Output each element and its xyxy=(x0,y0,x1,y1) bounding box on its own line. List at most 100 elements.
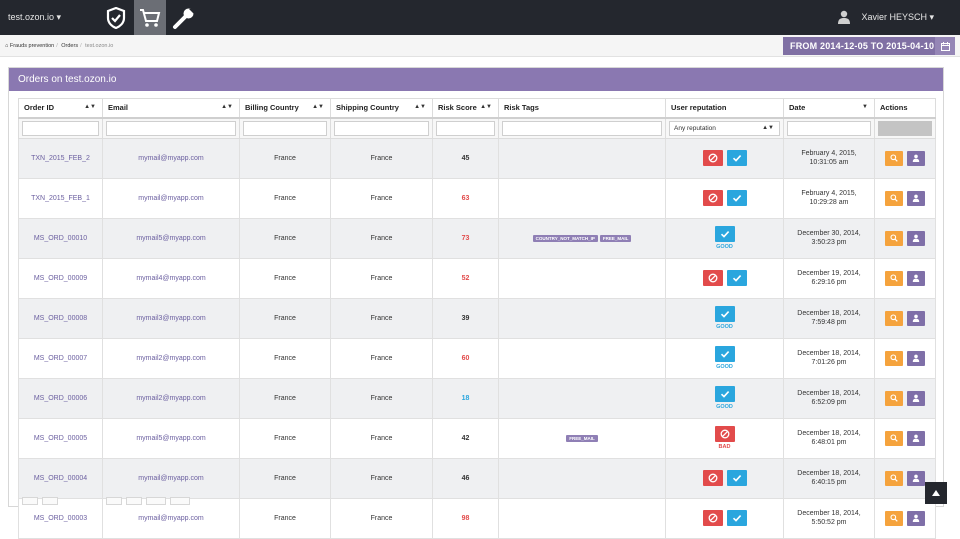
user-menu[interactable]: Xavier HEYSCH ▾ xyxy=(861,12,934,22)
view-order-button[interactable] xyxy=(885,270,903,286)
order-id-link[interactable]: MS_ORD_00005 xyxy=(18,417,103,459)
date-range-picker[interactable]: FROM 2014-12-05 TO 2015-04-10 xyxy=(783,37,955,55)
orders-nav[interactable] xyxy=(134,0,166,35)
view-user-button[interactable] xyxy=(907,310,925,326)
mark-good-button[interactable] xyxy=(714,226,735,242)
view-user-button[interactable] xyxy=(907,430,925,446)
back-to-top-button[interactable] xyxy=(925,482,947,504)
shipping-country-cell: France xyxy=(330,217,433,259)
mark-good-button[interactable] xyxy=(726,150,747,166)
order-id-link[interactable]: MS_ORD_00009 xyxy=(18,257,103,299)
user-icon xyxy=(912,394,920,402)
email-link[interactable]: mymail3@myapp.com xyxy=(102,297,240,339)
order-id-link[interactable]: MS_ORD_00006 xyxy=(18,377,103,419)
view-user-button[interactable] xyxy=(907,270,925,286)
check-icon xyxy=(720,311,729,318)
view-order-button[interactable] xyxy=(885,430,903,446)
ban-icon xyxy=(708,273,717,283)
col-billing-country[interactable]: Billing Country ▲▼ xyxy=(239,98,331,119)
filter-score-input[interactable] xyxy=(436,120,495,136)
view-order-button[interactable] xyxy=(885,230,903,246)
email-link[interactable]: mymail@myapp.com xyxy=(102,457,240,499)
view-user-button[interactable] xyxy=(907,350,925,366)
filter-date-input[interactable] xyxy=(787,120,871,136)
reputation-controls: GOOD xyxy=(666,386,783,410)
view-order-button[interactable] xyxy=(885,470,903,486)
email-link[interactable]: mymail@myapp.com xyxy=(102,137,240,179)
view-order-button[interactable] xyxy=(885,390,903,406)
email-link[interactable]: mymail2@myapp.com xyxy=(102,377,240,419)
header-row: Order ID ▲▼ Email ▲▼ Billing Country ▲▼ Shi… xyxy=(18,98,936,119)
filter-billing-input[interactable] xyxy=(243,120,327,136)
orders-table: Order ID ▲▼ Email ▲▼ Billing Country ▲▼ Shi… xyxy=(18,98,936,539)
view-user-button[interactable] xyxy=(907,190,925,206)
email-link[interactable]: mymail2@myapp.com xyxy=(102,337,240,379)
order-id-link[interactable]: MS_ORD_00004 xyxy=(18,457,103,499)
breadcrumb-item-orders[interactable]: Orders xyxy=(61,43,79,49)
pager-button[interactable] xyxy=(42,497,58,505)
mark-bad-button[interactable] xyxy=(702,150,723,166)
breadcrumb-item-frauds[interactable]: Frauds prevention xyxy=(9,43,55,49)
reputation-buttons xyxy=(714,226,735,242)
mark-good-button[interactable] xyxy=(714,306,735,322)
col-order-id[interactable]: Order ID ▲▼ xyxy=(18,98,103,119)
view-user-button[interactable] xyxy=(907,390,925,406)
view-order-button[interactable] xyxy=(885,510,903,526)
order-id-link[interactable]: MS_ORD_00008 xyxy=(18,297,103,339)
order-id-link[interactable]: TXN_2015_FEB_2 xyxy=(18,137,103,179)
site-selector[interactable]: test.ozon.io ▾ xyxy=(8,12,62,22)
email-link[interactable]: mymail4@myapp.com xyxy=(102,257,240,299)
breadcrumb: ⌂ Frauds prevention / Orders / test.ozon.i… xyxy=(5,43,114,49)
col-email[interactable]: Email ▲▼ xyxy=(102,98,240,119)
order-id-link[interactable]: TXN_2015_FEB_1 xyxy=(18,177,103,219)
reputation-filter-select[interactable]: Any reputation ▲▼ xyxy=(669,120,780,136)
view-user-button[interactable] xyxy=(907,150,925,166)
pager-button[interactable] xyxy=(106,497,122,505)
date-line: December 18, 2014, xyxy=(797,390,861,397)
mark-bad-button[interactable] xyxy=(702,510,723,526)
view-order-button[interactable] xyxy=(885,350,903,366)
view-user-button[interactable] xyxy=(907,470,925,486)
order-id-link[interactable]: MS_ORD_00007 xyxy=(18,337,103,379)
view-user-button[interactable] xyxy=(907,510,925,526)
risk-score-cell: 42 xyxy=(432,417,499,459)
calendar-icon[interactable] xyxy=(935,37,955,55)
mark-bad-button[interactable] xyxy=(702,470,723,486)
mark-good-button[interactable] xyxy=(714,386,735,402)
view-order-button[interactable] xyxy=(885,310,903,326)
email-link[interactable]: mymail5@myapp.com xyxy=(102,217,240,259)
cart-icon xyxy=(140,8,161,27)
mark-good-button[interactable] xyxy=(726,270,747,286)
filter-tags-input[interactable] xyxy=(502,120,662,136)
table-row: TXN_2015_FEB_1 mymail@myapp.com France Fran… xyxy=(18,177,936,219)
filter-email-input[interactable] xyxy=(106,120,236,136)
fraud-prevention-nav[interactable] xyxy=(100,0,132,35)
date-line: December 18, 2014, xyxy=(797,350,861,357)
view-order-button[interactable] xyxy=(885,190,903,206)
mark-good-button[interactable] xyxy=(714,346,735,362)
mark-good-button[interactable] xyxy=(726,190,747,206)
pager-button[interactable] xyxy=(126,497,142,505)
col-risk-score[interactable]: Risk Score ▲▼ xyxy=(432,98,499,119)
mark-bad-button[interactable] xyxy=(714,426,735,442)
filter-shipping-input[interactable] xyxy=(334,120,429,136)
reputation-label: GOOD xyxy=(716,364,733,370)
mark-bad-button[interactable] xyxy=(702,190,723,206)
mark-good-button[interactable] xyxy=(726,470,747,486)
mark-good-button[interactable] xyxy=(726,510,747,526)
settings-nav[interactable] xyxy=(168,0,200,35)
billing-country-cell: France xyxy=(239,177,331,219)
email-link[interactable]: mymail5@myapp.com xyxy=(102,417,240,459)
pager-button[interactable] xyxy=(170,497,190,505)
email-link[interactable]: mymail@myapp.com xyxy=(102,177,240,219)
view-user-button[interactable] xyxy=(907,230,925,246)
top-navbar: test.ozon.io ▾ Xavier HEYSCH ▾ xyxy=(0,0,960,35)
view-order-button[interactable] xyxy=(885,150,903,166)
mark-bad-button[interactable] xyxy=(702,270,723,286)
col-shipping-country[interactable]: Shipping Country ▲▼ xyxy=(330,98,433,119)
col-date[interactable]: Date ▼ xyxy=(783,98,875,119)
filter-order-id-input[interactable] xyxy=(22,120,99,136)
pager-button[interactable] xyxy=(146,497,166,505)
order-id-link[interactable]: MS_ORD_00010 xyxy=(18,217,103,259)
pager-button[interactable] xyxy=(22,497,38,505)
